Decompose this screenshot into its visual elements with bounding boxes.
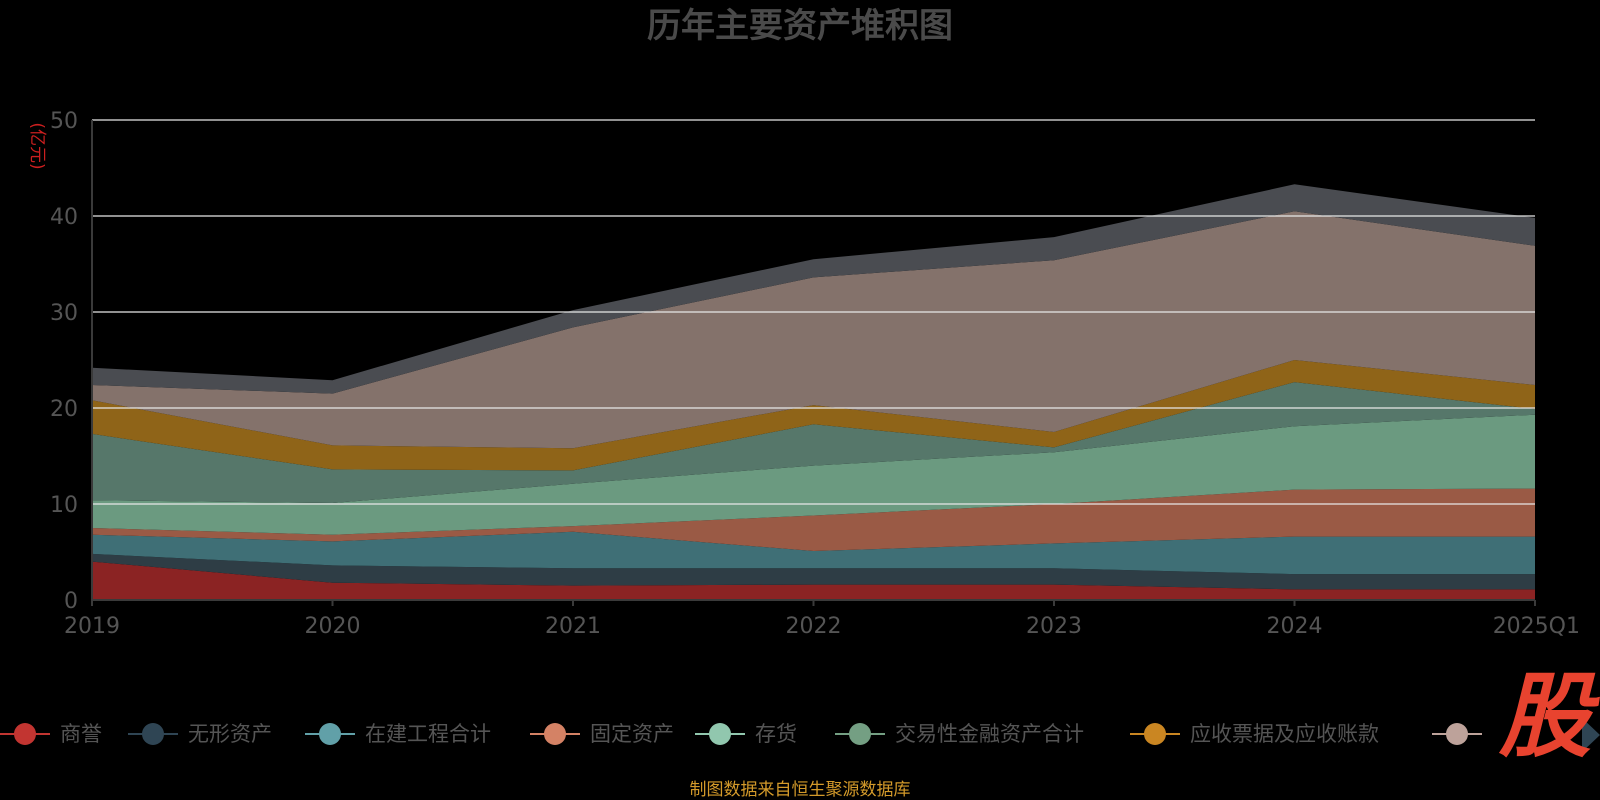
x-tick-label-4: 2023: [1026, 614, 1082, 639]
data-source-text: 制图数据来自恒生聚源数据库: [690, 780, 911, 800]
legend-label: 存货: [755, 722, 797, 746]
legend-item-0[interactable]: 商誉: [0, 722, 102, 746]
x-tick-label-2: 2021: [545, 614, 601, 639]
legend-label: 无形资产: [188, 722, 272, 746]
x-tick-label-0: 2019: [64, 614, 120, 639]
legend-item-6[interactable]: 应收票据及应收账款: [1130, 722, 1379, 746]
area-series-4: [92, 414, 1535, 535]
legend-marker: [319, 723, 341, 745]
legend-label: 交易性金融资产合计: [895, 722, 1084, 746]
y-tick-label-0: 0: [64, 589, 78, 614]
area-series-5: [92, 382, 1535, 503]
legend-item-4[interactable]: 存货: [695, 722, 797, 746]
axes: 0 10 20 30 40 50 2019 2020 2021 2022 2023 2024 2025Q…: [50, 109, 1580, 639]
legend-item-5[interactable]: 交易性金融资产合计: [835, 722, 1084, 746]
legend-marker: [849, 723, 871, 745]
legend-item-3[interactable]: 固定资产: [530, 722, 674, 746]
y-tick-label-1: 10: [50, 493, 78, 518]
area-series-group: [92, 184, 1535, 600]
area-series-2: [92, 531, 1535, 575]
y-tick-label-3: 30: [50, 301, 78, 326]
grid-lines: [92, 119, 1535, 505]
area-series-1: [92, 553, 1535, 590]
legend-label: 商誉: [60, 722, 102, 746]
chart-title: 历年主要资产堆积图: [647, 6, 953, 46]
y-tick-label-5: 50: [50, 109, 78, 134]
legend-marker: [142, 723, 164, 745]
legend-marker: [1446, 723, 1468, 745]
x-tick-label-6: 2025Q1: [1493, 614, 1580, 639]
y-tick-label-4: 40: [50, 205, 78, 230]
area-series-0: [92, 561, 1535, 600]
area-series-8: [92, 184, 1535, 394]
legend-label: 固定资产: [590, 722, 674, 746]
legend-label: 应收票据及应收账款: [1190, 722, 1379, 746]
legend-marker: [709, 723, 731, 745]
x-tick-label-3: 2022: [786, 614, 842, 639]
legend-marker: [544, 723, 566, 745]
legend-marker: [14, 723, 36, 745]
y-tick-label-2: 20: [50, 397, 78, 422]
area-series-6: [92, 360, 1535, 471]
legend-item-7[interactable]: [1432, 723, 1482, 745]
legend: 商誉 无形资产 在建工程合计 固定资产 存货 交易性金融资产合计 应收票据及应收账款: [0, 722, 1482, 746]
legend-label: 在建工程合计: [365, 722, 491, 746]
chevron-right-icon[interactable]: [1582, 718, 1600, 752]
legend-item-2[interactable]: 在建工程合计: [305, 722, 491, 746]
x-tick-label-1: 2020: [305, 614, 361, 639]
legend-next-page-arrow[interactable]: [1582, 718, 1600, 752]
legend-item-1[interactable]: 无形资产: [128, 722, 272, 746]
area-series-7: [92, 211, 1535, 449]
y-axis-unit-label: (亿元): [27, 122, 47, 169]
x-tick-label-5: 2024: [1267, 614, 1323, 639]
legend-marker: [1144, 723, 1166, 745]
watermark-logo: 股: [1498, 663, 1600, 770]
